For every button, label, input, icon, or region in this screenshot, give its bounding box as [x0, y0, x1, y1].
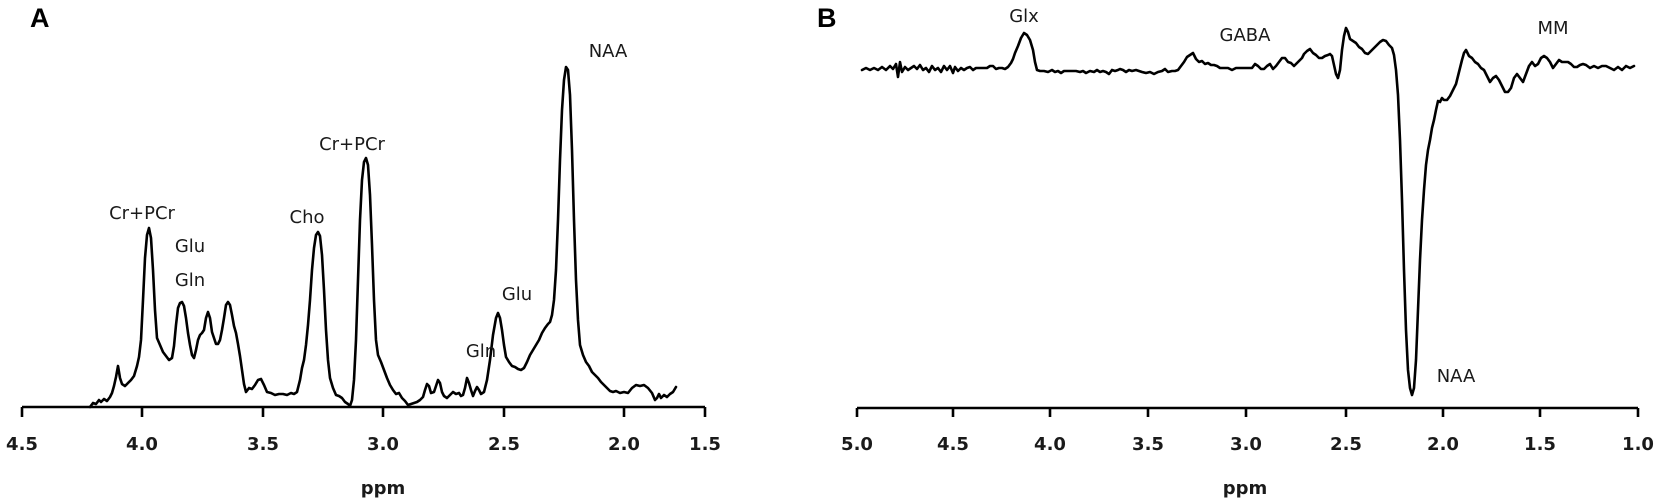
peak-label-naa-negative: NAA — [1437, 366, 1476, 387]
peak-label-mm: MM — [1537, 18, 1568, 39]
panel-b-tick-label: 3.5 — [1132, 434, 1164, 455]
peak-label-glu-upper: Glu — [175, 236, 205, 257]
panel-a-tick-label: 2.0 — [608, 434, 640, 455]
panel-b-tick-label: 2.5 — [1330, 434, 1362, 455]
panel-a-spectrum-trace — [88, 65, 678, 409]
peak-label-glu-lower: Glu — [502, 284, 532, 305]
peak-label-glx: Glx — [1009, 6, 1039, 27]
panel-a-letter: A — [30, 3, 50, 33]
panel-b-tick-label: 1.0 — [1622, 434, 1654, 455]
peak-label-cho: Cho — [290, 207, 325, 228]
panel-a-x-axis-title: ppm — [361, 478, 406, 499]
panel-b-x-axis-title: ppm — [1223, 478, 1268, 499]
panel-b-letter: B — [817, 3, 837, 33]
peak-label-cr-pcr-right: Cr+PCr — [319, 134, 385, 155]
panel-b-tick-label: 5.0 — [841, 434, 873, 455]
peak-label-naa: NAA — [589, 41, 628, 62]
panel-a: A 4.5 4.0 3.5 3.0 2.5 2.0 1.5 ppm Cr+PCr… — [6, 3, 721, 499]
panel-b-tick-label: 1.5 — [1524, 434, 1556, 455]
panel-a-tick-label: 3.0 — [367, 434, 399, 455]
panel-b-tick-label: 3.0 — [1230, 434, 1262, 455]
panel-a-tick-label: 3.5 — [247, 434, 279, 455]
panel-a-tick-label: 1.5 — [689, 434, 721, 455]
panel-a-tick-label: 4.5 — [6, 434, 38, 455]
peak-label-gln-lower: Gln — [466, 341, 496, 362]
panel-a-tick-label: 2.5 — [488, 434, 520, 455]
panel-b: B 5.0 4.5 4.0 3.5 3.0 2.5 2.0 1.5 1.0 pp… — [817, 3, 1654, 499]
panel-b-tick-label: 4.5 — [937, 434, 969, 455]
peak-label-cr-pcr-left: Cr+PCr — [109, 203, 175, 224]
panel-a-tick-label: 4.0 — [126, 434, 158, 455]
peak-label-gln-upper: Gln — [175, 270, 205, 291]
panel-b-tick-label: 4.0 — [1034, 434, 1066, 455]
panel-b-tick-label: 2.0 — [1427, 434, 1459, 455]
panel-b-spectrum-trace — [860, 26, 1636, 397]
peak-label-gaba: GABA — [1220, 25, 1272, 46]
